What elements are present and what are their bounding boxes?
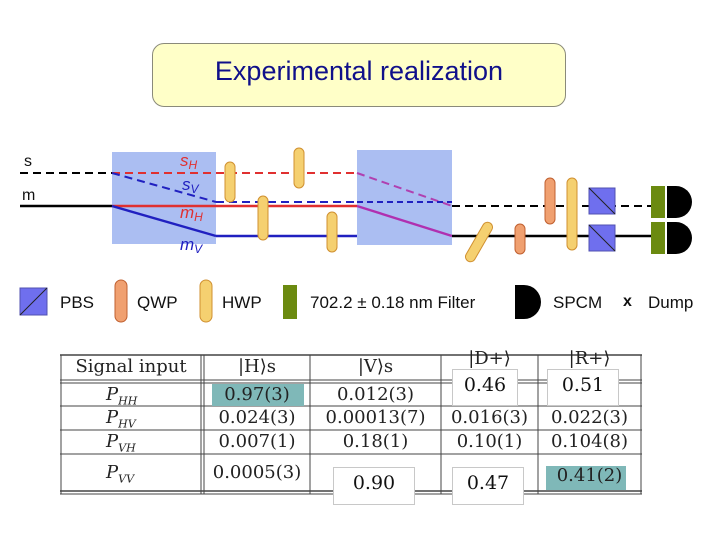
filter-top	[651, 186, 665, 218]
spcm-bottom	[667, 222, 692, 254]
cell-vh-r: 0.104(8)	[550, 431, 629, 452]
legend-filter-label: 702.2 ± 0.18 nm Filter	[310, 293, 476, 312]
beam-mV	[111, 204, 217, 238]
legend-hwp-icon	[199, 279, 213, 323]
cell-hv-d: 0.016(3)	[450, 407, 529, 428]
label-m: m	[22, 187, 35, 204]
row-label-vh: PVH	[106, 431, 136, 455]
qwp-1	[514, 223, 526, 255]
legend-dump-icon: x	[623, 293, 632, 310]
header-signal-input: Signal input	[75, 356, 187, 377]
overlay-v-vv: 0.90	[333, 467, 415, 505]
overlay-r-hh: 0.51	[547, 369, 619, 406]
highlight-hh-h	[212, 384, 304, 406]
table-grid	[60, 354, 642, 495]
cell-hv-h: 0.024(3)	[218, 407, 296, 428]
row-label-hh: PHH	[106, 384, 138, 408]
legend-hwp-label: HWP	[222, 293, 262, 312]
cell-vh-d: 0.10(1)	[456, 431, 523, 452]
beam-m-diag	[356, 204, 453, 238]
pbs-box-1	[112, 152, 216, 244]
legend-qwp-icon	[114, 279, 128, 323]
beam-s-diag	[356, 172, 453, 207]
cell-vh-h: 0.007(1)	[218, 431, 296, 452]
highlight-vv-r	[546, 466, 626, 490]
legend-dump-label: Dump	[648, 293, 693, 312]
hwp-1	[224, 161, 236, 203]
cell-vh-v: 0.18(1)	[342, 431, 409, 452]
hwp-3	[293, 147, 305, 189]
hwp-tilted	[465, 221, 493, 263]
overlay-d-hh: 0.46	[452, 369, 518, 406]
beam-sV	[111, 172, 217, 203]
row-label-hv: PHV	[106, 407, 136, 431]
qwp-2	[544, 177, 556, 225]
hwp-4	[326, 211, 338, 253]
header-v: |V⟩s	[357, 356, 394, 377]
legend-spcm-icon	[515, 285, 541, 319]
cell-hv-v: 0.00013(7)	[325, 407, 426, 428]
hwp-5	[566, 177, 578, 251]
legend-qwp-label: QWP	[137, 293, 178, 312]
title-box: Experimental realization	[152, 43, 566, 107]
hwp-2	[257, 195, 269, 241]
row-label-vv: PVV	[106, 462, 135, 486]
spcm-top	[667, 186, 692, 218]
filter-bottom	[651, 222, 665, 254]
cell-hh-h: 0.97(3)	[224, 384, 290, 405]
cell-hv-r: 0.022(3)	[550, 407, 629, 428]
overlay-d-vv: 0.47	[452, 467, 524, 505]
legend-spcm-label: SPCM	[553, 293, 602, 312]
label-s: s	[24, 153, 32, 170]
cell-hh-v: 0.012(3)	[336, 384, 415, 405]
header-h: |H⟩s	[237, 356, 277, 377]
legend-pbs-label: PBS	[60, 293, 94, 312]
header-r: |R+⟩	[568, 348, 611, 369]
results-table: Signal input |H⟩s |V⟩s |D+⟩ |R+⟩ PHH PHV…	[60, 348, 642, 505]
slide-title: Experimental realization	[214, 56, 504, 86]
cell-vv-h: 0.0005(3)	[212, 462, 302, 483]
header-d: |D+⟩	[468, 348, 511, 369]
cell-vv-r: 0.41(2)	[556, 465, 623, 486]
legend-filter-icon	[283, 285, 297, 319]
pbs-box-2	[357, 150, 452, 245]
